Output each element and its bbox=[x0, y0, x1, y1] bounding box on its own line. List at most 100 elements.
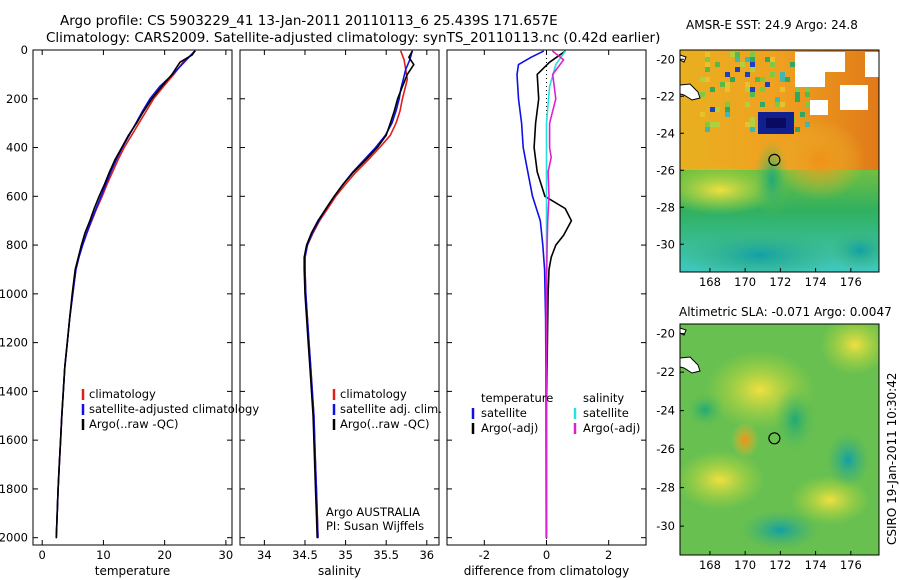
salinity-annotation: PI: Susan Wijffels bbox=[326, 519, 424, 533]
sal-data-point bbox=[391, 122, 393, 124]
sla-lon-tick-label: 172 bbox=[769, 558, 791, 572]
sal-data-point bbox=[335, 195, 337, 197]
diff-data-point bbox=[563, 59, 565, 61]
diff-data-point bbox=[536, 171, 538, 173]
sst-map-pixel bbox=[710, 107, 715, 112]
temp-data-point bbox=[71, 293, 73, 295]
sst-map-pixel bbox=[750, 127, 755, 132]
sst-map-pixel bbox=[745, 72, 750, 77]
sst-map-pixel bbox=[780, 87, 785, 92]
sst-map-pixel bbox=[750, 122, 755, 127]
sal-data-point bbox=[395, 122, 397, 124]
pressure-tick-label: 600 bbox=[6, 189, 28, 203]
temp-data-point bbox=[112, 171, 114, 173]
temp-data-point bbox=[55, 537, 57, 539]
sal-data-point bbox=[310, 232, 313, 234]
sst-map-pixel bbox=[710, 122, 715, 127]
sal-data-point bbox=[400, 50, 402, 52]
sal-data-point bbox=[404, 88, 406, 90]
temp-data-point bbox=[191, 54, 193, 56]
sst-map-panel: AMSR-E SST: 24.9 Argo: 24.8 -20 -22 -24 -26… bbox=[656, 18, 880, 289]
temp-data-point bbox=[86, 232, 88, 234]
diff-data-point bbox=[545, 122, 548, 124]
temperature-profile-panel: 0 10 20 30 0 200 400 600 800 1000 1200 1400 1600 1800… bbox=[0, 43, 259, 578]
temp-x-tick-label: 10 bbox=[96, 548, 111, 562]
diff-data-point bbox=[563, 234, 565, 236]
sst-lon-tick-label: 172 bbox=[769, 275, 791, 289]
sal-data-point bbox=[401, 86, 403, 88]
sst-map-pixel bbox=[700, 92, 705, 97]
sst-map-pixel bbox=[765, 82, 770, 87]
sal-data-point bbox=[303, 256, 305, 258]
sal-data-point bbox=[398, 98, 400, 100]
sst-lon-tick-label: 170 bbox=[734, 275, 756, 289]
diff-data-point bbox=[531, 195, 534, 197]
temp-data-point bbox=[138, 122, 140, 124]
sla-map-title: Altimetric SLA: -0.071 Argo: 0.0047 bbox=[679, 305, 892, 319]
temp-data-point bbox=[127, 134, 130, 136]
diff-legend-title-salinity: salinity bbox=[583, 391, 624, 405]
sst-map-pixel bbox=[790, 62, 795, 67]
sla-lat-tick-label: -20 bbox=[656, 327, 675, 341]
sst-map-pixel bbox=[770, 72, 775, 77]
diff-data-point bbox=[545, 293, 548, 295]
sst-lon-tick-label: 176 bbox=[840, 275, 862, 289]
sst-map-pixel bbox=[805, 122, 810, 127]
sst-map-pixel bbox=[745, 122, 750, 127]
sal-data-point bbox=[306, 244, 308, 246]
sal-data-point bbox=[315, 512, 317, 514]
temp-data-point bbox=[64, 366, 66, 368]
temp-data-point bbox=[121, 146, 123, 149]
sla-lon-tick-label: 176 bbox=[840, 558, 862, 572]
sla-map-yellow-patch bbox=[680, 450, 765, 510]
difference-profile-panel: -2 0 2 difference from climatology temperatu… bbox=[446, 49, 647, 578]
diff-data-point bbox=[552, 73, 554, 75]
sla-map-coastline bbox=[680, 356, 701, 374]
sst-map-coastline bbox=[680, 54, 687, 63]
sst-map-pixel bbox=[795, 97, 800, 102]
sst-map-pixel bbox=[750, 52, 755, 57]
sst-lat-tick-label: -26 bbox=[656, 163, 675, 177]
temp-data-point bbox=[117, 159, 119, 161]
temp-data-point bbox=[114, 159, 116, 161]
sst-lon-tick-label: 168 bbox=[699, 275, 721, 289]
sla-lat-tick-label: -24 bbox=[656, 404, 675, 418]
diff-data-point bbox=[548, 195, 550, 197]
sal-data-point bbox=[406, 78, 408, 80]
sst-map-pixel bbox=[750, 67, 755, 72]
sla-map-frame bbox=[679, 323, 880, 556]
sla-lat-tick-label: -30 bbox=[656, 519, 675, 533]
temp-data-point bbox=[162, 86, 164, 88]
temp-data-point bbox=[179, 61, 181, 63]
sst-map-pixel bbox=[700, 112, 705, 117]
sal-data-point bbox=[399, 110, 401, 112]
temp-data-point bbox=[145, 110, 147, 112]
diff-data-point bbox=[570, 220, 573, 222]
sst-map-missing-data bbox=[840, 85, 868, 110]
sst-map-pixel bbox=[735, 52, 740, 57]
temp-data-point bbox=[90, 220, 92, 222]
temp-x-tick-label: 30 bbox=[219, 548, 234, 562]
sal-data-point bbox=[317, 220, 319, 222]
sla-map-low-patch bbox=[685, 392, 725, 428]
sst-map-pixel bbox=[725, 87, 730, 92]
sst-map-pixel bbox=[730, 52, 735, 57]
sst-map-pixel bbox=[705, 62, 710, 67]
temp-data-point bbox=[123, 146, 125, 149]
diff-data-point bbox=[530, 56, 532, 58]
sst-map-pixel bbox=[705, 57, 710, 62]
sal-data-point bbox=[397, 98, 399, 100]
sst-map-pixel bbox=[715, 122, 720, 127]
sst-map-pixel bbox=[725, 112, 730, 117]
temp-data-point bbox=[135, 122, 138, 124]
salinity-annotation: Argo AUSTRALIA bbox=[326, 505, 420, 519]
sal-data-point bbox=[333, 195, 335, 197]
sst-map-missing-data bbox=[810, 100, 828, 115]
sla-lon-tick-label: 170 bbox=[734, 558, 756, 572]
sal-data-point bbox=[304, 293, 306, 295]
sal-x-tick-label: 35.5 bbox=[373, 548, 399, 562]
sst-map-pixel bbox=[770, 57, 775, 62]
diff-data-point bbox=[542, 50, 545, 52]
temp-data-point bbox=[89, 220, 91, 222]
sst-map-missing-data bbox=[825, 52, 845, 72]
